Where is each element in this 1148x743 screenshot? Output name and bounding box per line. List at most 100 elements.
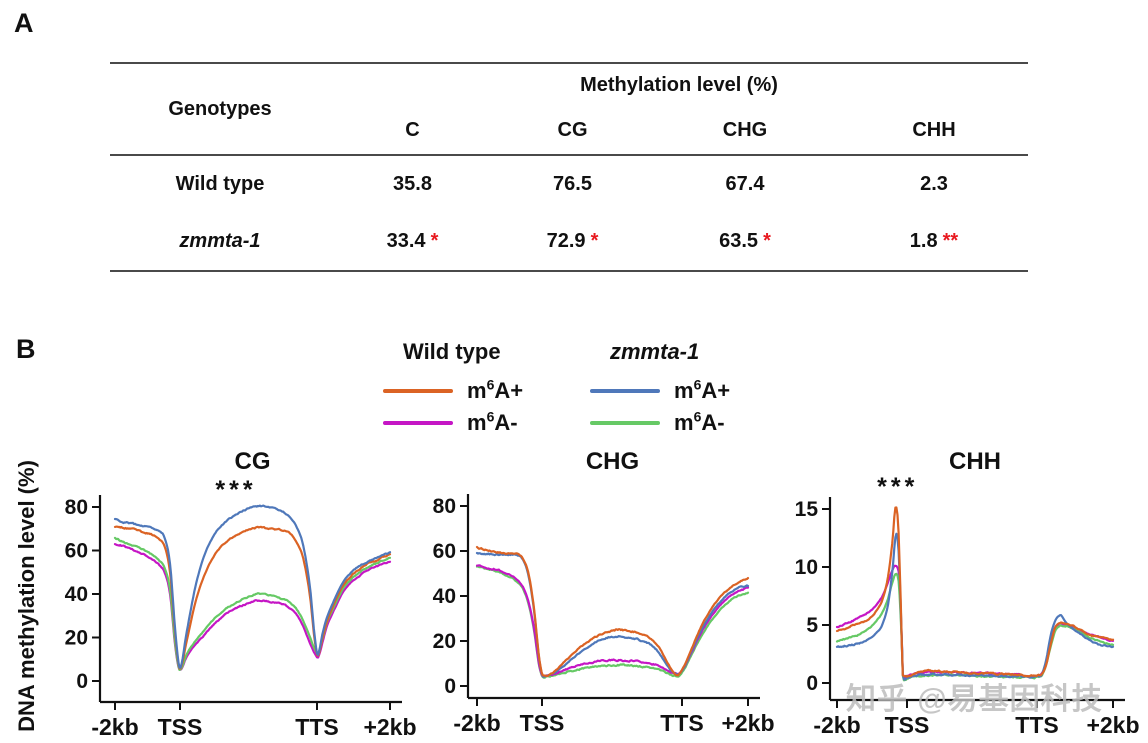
table-cell-value: 67.4 (650, 155, 840, 213)
y-tick-label: 60 (65, 540, 88, 563)
legend-item-label: m6A- (467, 408, 518, 435)
chart-chg: CHG 0 20 40 60 80 -2kb TSS TTS +2kb (425, 443, 775, 743)
table-cell-value: 2.3 (840, 155, 1028, 213)
table-value: 72.9 (546, 230, 586, 252)
legend-group-title: zmmta-1 (610, 339, 700, 364)
legend-item: m6A+ (383, 378, 593, 404)
x-tick-label: +2kb (1086, 712, 1139, 738)
y-tick-label: 20 (433, 630, 456, 653)
legend-line-swatch (383, 389, 453, 393)
x-tick-label: -2kb (813, 712, 860, 738)
legend-item-label: m6A- (674, 408, 725, 435)
x-tick-label: TSS (520, 710, 565, 736)
significance-stars: * (590, 230, 599, 252)
methylation-table-grid: Genotypes Methylation level (%) C CG CHG… (110, 64, 1028, 270)
y-tick-label: 80 (433, 495, 456, 518)
table-cell-value: 33.4 * (330, 213, 495, 270)
x-tick-label: -2kb (453, 710, 500, 736)
significance-stars: ** (942, 230, 959, 252)
legend-line-swatch (383, 421, 453, 425)
table-value: 35.8 (393, 173, 432, 195)
table-header-context-c: C (330, 106, 495, 156)
table-value: 2.3 (920, 173, 948, 195)
legend-item-label: m6A+ (674, 376, 731, 403)
x-tick-label: +2kb (721, 710, 774, 736)
x-tick-label: TTS (660, 710, 703, 736)
watermark: 知乎 @易基因科技 (846, 683, 1103, 716)
table-row: Wild type 35.8 76.5 67.4 2.3 (110, 155, 1028, 213)
panel-b-label: B (16, 334, 36, 364)
chart-axes: 0 20 40 60 80 -2kb TSS TTS +2kb (433, 494, 775, 736)
table-row: zmmta-1 33.4 * 72.9 * 63.5 * 1.8 ** (110, 213, 1028, 270)
y-tick-label: 0 (76, 670, 88, 693)
significance-annotation: *** (215, 476, 256, 504)
table-cell-genotype: Wild type (175, 173, 265, 195)
chart-chh: CHH *** 0 5 10 15 -2kb TSS TTS +2kb (785, 443, 1148, 743)
series-line-wild-type-m6a- (835, 564, 1115, 679)
table-value: 76.5 (553, 173, 592, 195)
significance-stars: * (430, 230, 439, 252)
x-tick-label: TSS (158, 714, 203, 740)
chart-axes: 0 20 40 60 80 -2kb TSS TTS +2kb (65, 495, 417, 740)
series-line-zmmta-1-m6a- (113, 536, 392, 671)
x-tick-label: -2kb (91, 714, 138, 740)
table-cell-value: 72.9 * (495, 213, 650, 270)
legend-group-wild-type: Wild type m6A+ m6A- (383, 340, 593, 436)
table-header-context-chh: CHH (840, 106, 1028, 156)
chart-title: CHH (949, 448, 1001, 475)
chart-title: CHG (586, 448, 639, 475)
legend-item: m6A+ (590, 378, 800, 404)
table-value: 63.5 (719, 230, 759, 252)
methylation-table: Genotypes Methylation level (%) C CG CHG… (110, 62, 1028, 272)
table-header-context-cg: CG (495, 106, 650, 156)
chart-cg-svg: CG*** 0 20 40 60 80 -2kb TSS TTS +2kb (65, 448, 417, 740)
y-tick-label: 0 (806, 672, 818, 695)
legend-item-label: m6A+ (467, 376, 524, 403)
y-tick-label: 5 (806, 614, 818, 637)
x-tick-label: TTS (295, 714, 338, 740)
table-header-methylation-level: Methylation level (%) (580, 73, 778, 96)
y-tick-label: 80 (65, 496, 88, 519)
legend-group-title: Wild type (403, 339, 501, 364)
legend-group-zmmta-1: zmmta-1 m6A+ m6A- (590, 340, 800, 436)
x-tick-label: +2kb (363, 714, 416, 740)
table-header-context-chg: CHG (650, 106, 840, 156)
series-line-wild-type-m6a+ (835, 506, 1115, 678)
chart-axes: 0 5 10 15 -2kb TSS TTS +2kb (795, 497, 1140, 738)
significance-annotation: *** (877, 473, 918, 501)
y-tick-label: 10 (795, 556, 818, 579)
y-tick-label: 40 (433, 585, 456, 608)
legend-item: m6A- (590, 410, 800, 436)
series-line-wild-type-m6a+ (113, 525, 392, 670)
y-tick-label: 15 (795, 498, 819, 521)
chart-title: CG (235, 448, 271, 475)
y-tick-label: 60 (433, 540, 456, 563)
y-tick-label: 20 (65, 627, 88, 650)
table-value: 1.8 (909, 230, 938, 252)
y-tick-label: 40 (65, 583, 88, 606)
panel-a-label: A (14, 8, 34, 38)
legend-line-swatch (590, 389, 660, 393)
legend-line-swatch (590, 421, 660, 425)
table-value: 33.4 (386, 230, 426, 252)
chart-chh-svg: CHH *** 0 5 10 15 -2kb TSS TTS +2kb (795, 448, 1140, 738)
table-cell-value: 1.8 ** (840, 213, 1028, 270)
legend-item: m6A- (383, 410, 593, 436)
table-cell-value: 35.8 (330, 155, 495, 213)
series-line-wild-type-m6a+ (475, 545, 750, 678)
table-header-genotypes: Genotypes (110, 64, 330, 156)
series-line-zmmta-1-m6a+ (113, 504, 392, 669)
series-line-wild-type-m6a- (113, 543, 392, 671)
table-cell-genotype: zmmta-1 (179, 230, 261, 252)
table-cell-value: 63.5 * (650, 213, 840, 270)
y-axis-label: DNA methylation level (%) (14, 460, 39, 732)
y-tick-label: 0 (444, 675, 456, 698)
significance-stars: * (763, 230, 771, 252)
chart-chg-svg: CHG 0 20 40 60 80 -2kb TSS TTS +2kb (433, 448, 775, 736)
chart-cg: CG *** 0 20 40 60 80 -2kb TSS TTS +2kb (55, 443, 425, 743)
x-tick-label: TSS (885, 712, 930, 738)
x-tick-label: TTS (1015, 712, 1058, 738)
table-value: 67.4 (725, 173, 765, 195)
table-cell-value: 76.5 (495, 155, 650, 213)
